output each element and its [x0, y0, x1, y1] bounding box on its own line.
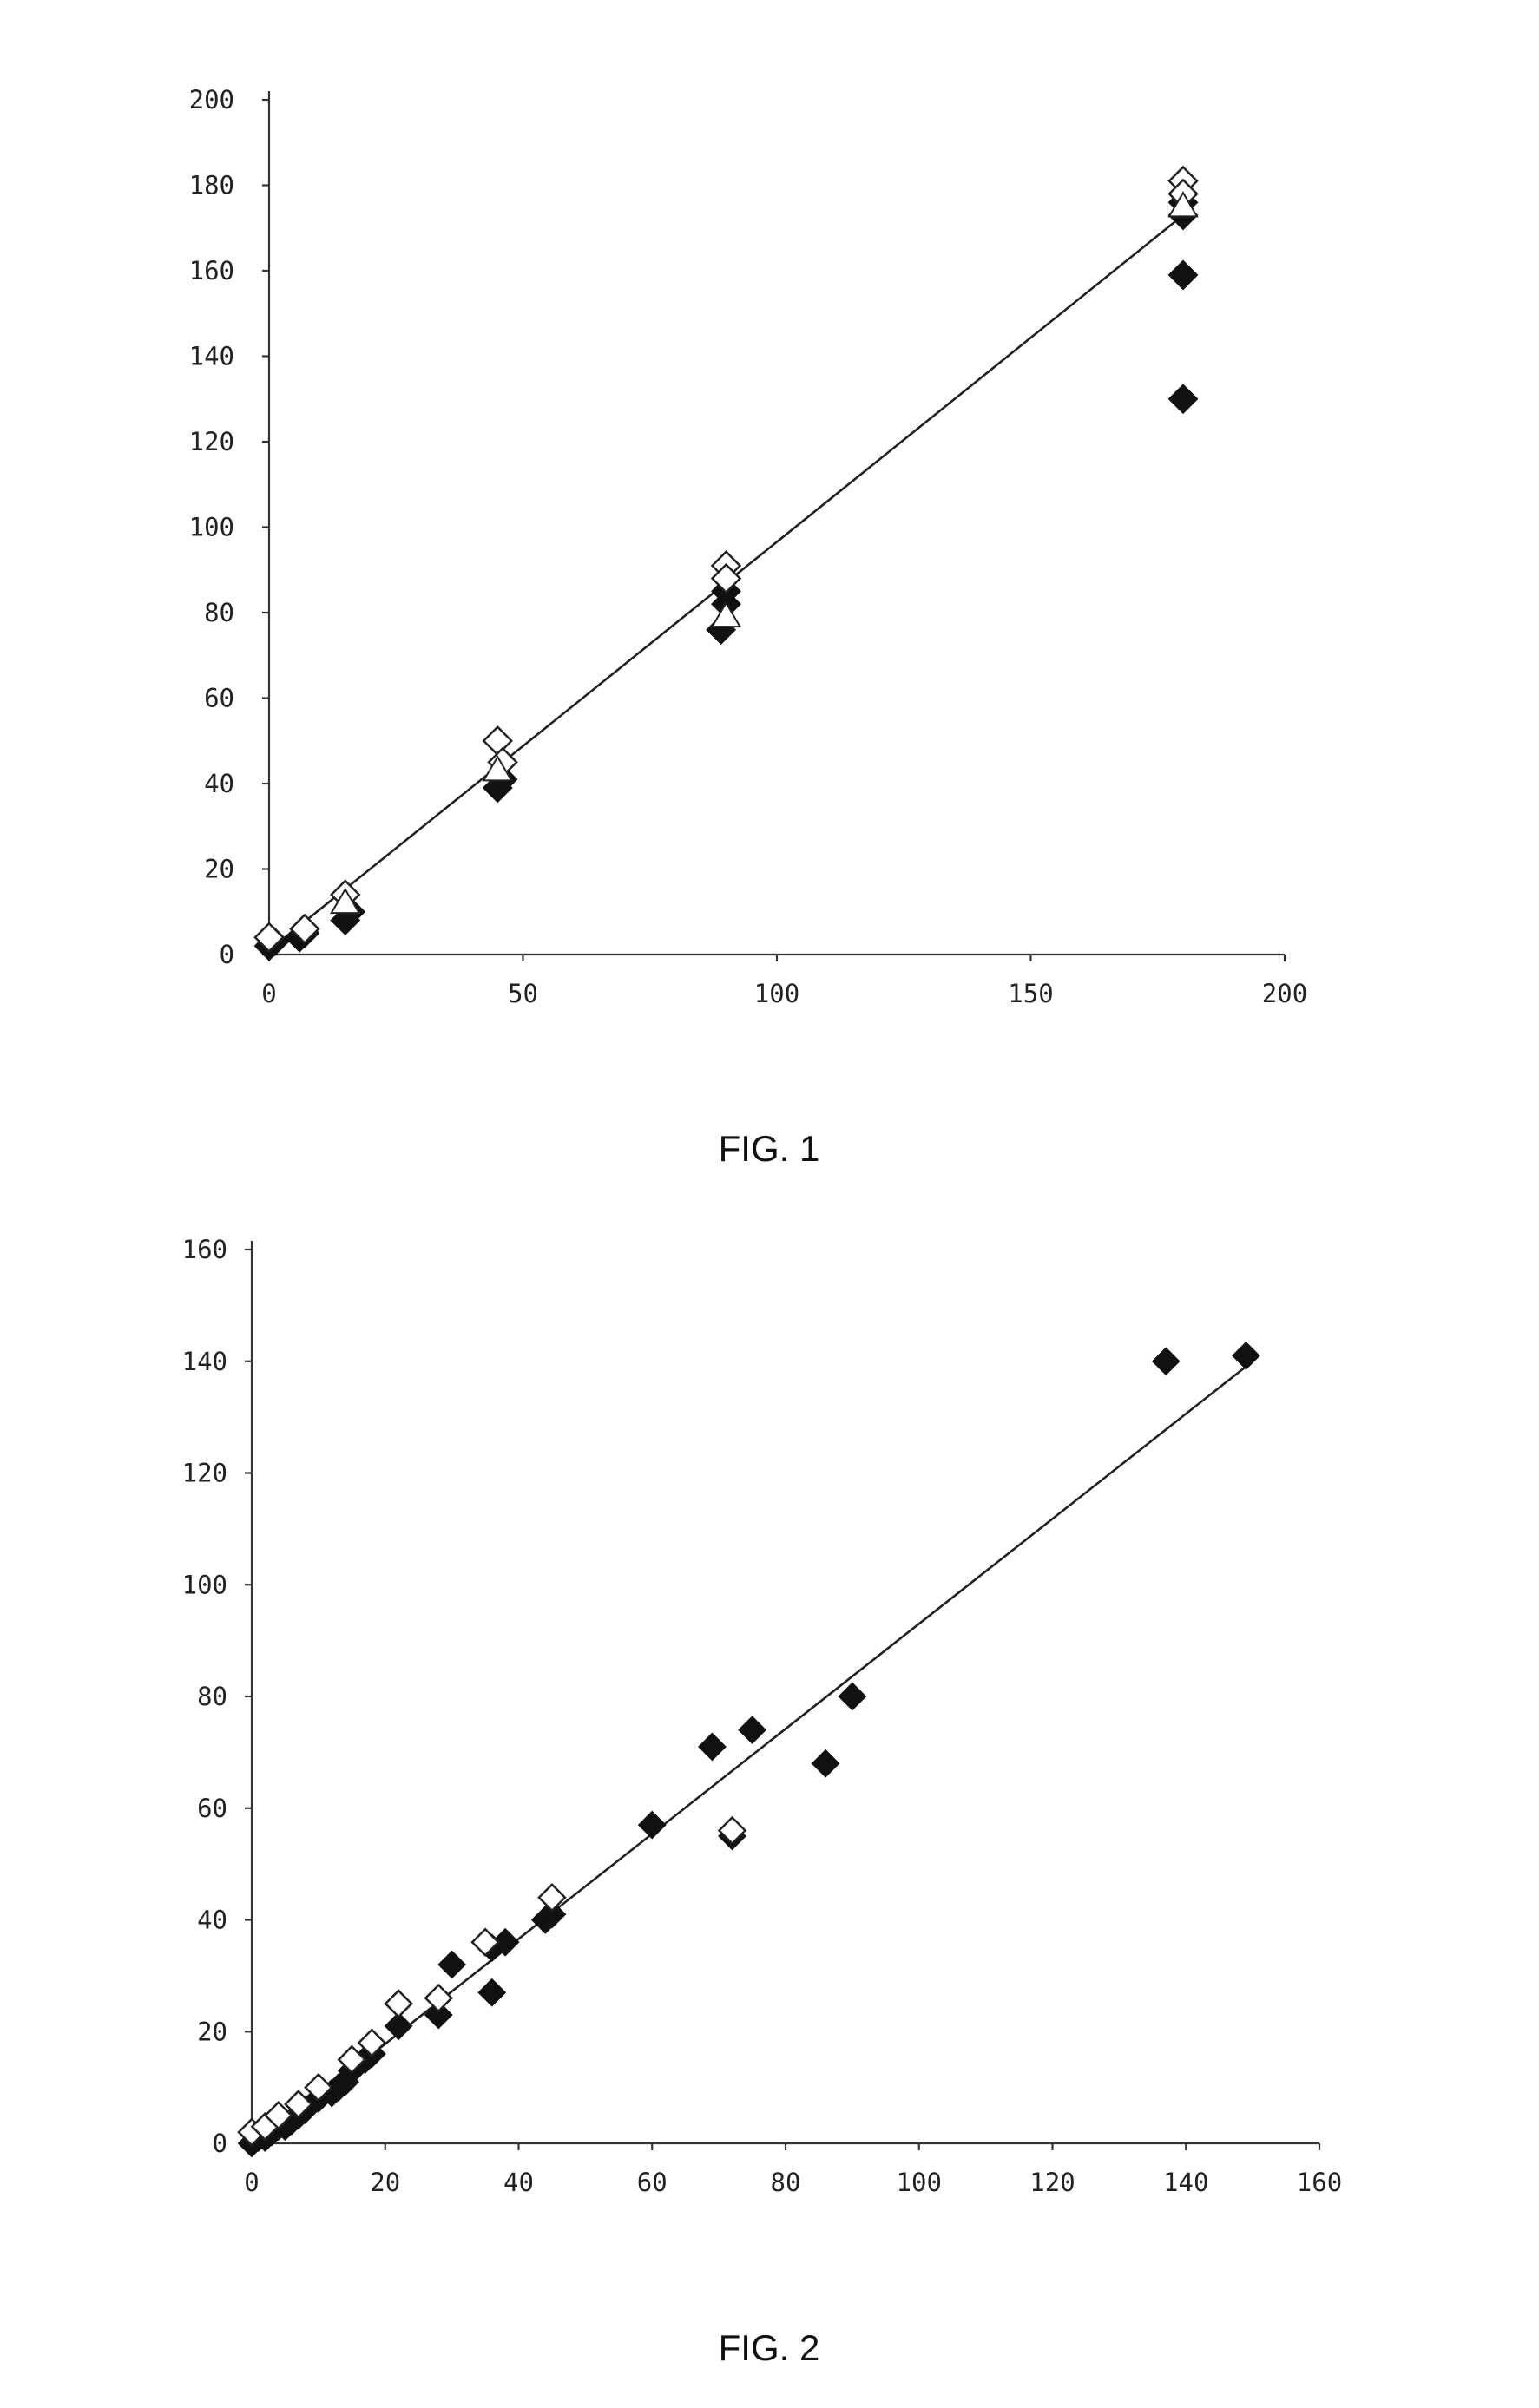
fig2-caption: FIG. 2 — [595, 2327, 943, 2369]
data-point-filled-diamond — [639, 1812, 665, 1838]
y-tick-label: 0 — [213, 2129, 227, 2158]
x-tick-label: 40 — [503, 2168, 534, 2197]
x-tick-label: 150 — [1008, 979, 1053, 1008]
y-tick-label: 120 — [189, 427, 234, 456]
data-point-filled-diamond — [1153, 1348, 1179, 1375]
y-tick-label: 160 — [182, 1235, 227, 1264]
y-tick-label: 20 — [204, 855, 234, 884]
data-point-filled-diamond — [699, 1734, 725, 1760]
data-point-open-diamond — [425, 1985, 451, 2011]
x-tick-label: 50 — [508, 979, 538, 1008]
x-tick-label: 100 — [754, 979, 799, 1008]
y-tick-label: 200 — [189, 85, 234, 115]
y-tick-label: 180 — [189, 171, 234, 200]
x-tick-label: 160 — [1297, 2168, 1342, 2197]
y-tick-label: 20 — [197, 2017, 227, 2046]
fig1-scatter-chart: 0 50 100 150 200 0 20 40 60 80 100 120 140 160 180 200 — [0, 0, 1539, 1180]
y-tick-label: 120 — [182, 1459, 227, 1488]
x-tick-label: 100 — [897, 2168, 942, 2197]
data-point-filled-diamond — [479, 1979, 505, 2005]
data-point-filled-diamond — [1169, 261, 1197, 289]
y-tick-label: 40 — [204, 769, 234, 798]
data-point-filled-diamond — [740, 1717, 766, 1743]
y-tick-label: 80 — [204, 598, 234, 627]
x-tick-label: 200 — [1262, 979, 1307, 1008]
x-tick-label: 140 — [1163, 2168, 1208, 2197]
x-tick-label: 20 — [370, 2168, 400, 2197]
x-tick-label: 0 — [261, 979, 276, 1008]
data-point-open-diamond — [385, 1991, 411, 2017]
y-tick-label: 60 — [204, 684, 234, 713]
y-tick-label: 40 — [197, 1906, 227, 1935]
fig1-caption: FIG. 1 — [595, 1128, 943, 1170]
data-point-filled-diamond — [439, 1952, 465, 1978]
y-tick-label: 80 — [197, 1682, 227, 1711]
data-point-filled-diamond — [1169, 385, 1197, 413]
y-tick-label: 140 — [182, 1347, 227, 1376]
y-tick-label: 160 — [189, 256, 234, 285]
fig2-scatter-chart: 0 20 40 60 80 100 120 140 160 0 20 40 60 80 100 120 140 1… — [0, 1197, 1539, 2378]
y-tick-label: 100 — [182, 1570, 227, 1599]
x-tick-label: 60 — [637, 2168, 668, 2197]
data-point-open-diamond — [483, 727, 511, 755]
data-point-filled-diamond — [1233, 1342, 1259, 1368]
y-tick-label: 60 — [197, 1794, 227, 1823]
data-point-filled-diamond — [839, 1683, 865, 1709]
x-tick-label: 0 — [244, 2168, 259, 2197]
x-tick-label: 120 — [1029, 2168, 1075, 2197]
x-tick-label: 80 — [771, 2168, 801, 2197]
y-tick-label: 0 — [220, 940, 234, 969]
data-point-filled-diamond — [812, 1750, 839, 1776]
y-tick-label: 100 — [189, 513, 234, 542]
y-tick-label: 140 — [189, 342, 234, 371]
